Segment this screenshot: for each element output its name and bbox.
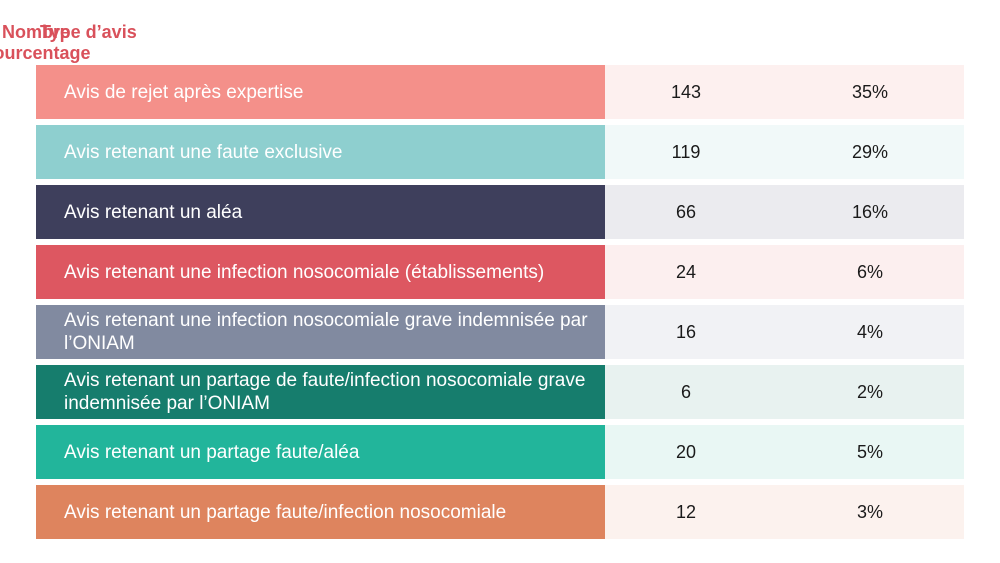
row-values-cell: 119 29% (605, 125, 964, 179)
row-pourcentage: 4% (856, 322, 883, 342)
row-values-cell: 20 5% (605, 425, 964, 479)
table-row: Avis retenant une infection nosocomiale … (36, 245, 964, 299)
row-label: Avis de rejet après expertise (36, 65, 605, 119)
table-row: Avis retenant un aléa 66 16% (36, 185, 964, 239)
row-label: Avis retenant une infection nosocomiale … (36, 245, 605, 299)
row-values-cell: 6 2% (605, 365, 964, 419)
table-row: Avis retenant un partage faute/infection… (36, 485, 964, 539)
row-label: Avis retenant un partage de faute/infect… (36, 365, 605, 419)
row-pourcentage: 29% (851, 142, 889, 162)
header-type-avis: Type d’avis (40, 22, 137, 42)
row-nombre: 24 (675, 262, 697, 282)
row-values-cell: 12 3% (605, 485, 964, 539)
row-pourcentage: 5% (856, 442, 883, 462)
table-row: Avis retenant un partage faute/aléa 20 5% (36, 425, 964, 479)
row-label: Avis retenant une infection nosocomiale … (36, 305, 605, 359)
header-pourcentage: Pourcentage (0, 43, 91, 63)
row-pourcentage: 35% (851, 82, 889, 102)
row-nombre: 66 (675, 202, 697, 222)
table-header: Type d’avis Nombre Pourcentage (0, 22, 964, 63)
row-values-cell: 66 16% (605, 185, 964, 239)
table-row: Avis retenant une infection nosocomiale … (36, 305, 964, 359)
row-pourcentage: 16% (851, 202, 889, 222)
header-nombre: Nombre (2, 22, 71, 42)
row-label: Avis retenant un partage faute/infection… (36, 485, 605, 539)
row-nombre: 16 (675, 322, 697, 342)
table-row: Avis de rejet après expertise 143 35% (36, 65, 964, 119)
row-values-cell: 24 6% (605, 245, 964, 299)
row-nombre: 12 (675, 502, 697, 522)
row-label: Avis retenant un partage faute/aléa (36, 425, 605, 479)
row-nombre: 20 (675, 442, 697, 462)
row-values-cell: 143 35% (605, 65, 964, 119)
row-nombre: 143 (670, 82, 702, 102)
table-row: Avis retenant une faute exclusive 119 29% (36, 125, 964, 179)
row-pourcentage: 3% (856, 502, 883, 522)
row-nombre: 119 (671, 142, 701, 162)
row-pourcentage: 6% (856, 262, 883, 282)
row-nombre: 6 (680, 382, 691, 402)
table-row: Avis retenant un partage de faute/infect… (36, 365, 964, 419)
row-pourcentage: 2% (856, 382, 883, 402)
row-label: Avis retenant un aléa (36, 185, 605, 239)
row-label: Avis retenant une faute exclusive (36, 125, 605, 179)
row-values-cell: 16 4% (605, 305, 964, 359)
